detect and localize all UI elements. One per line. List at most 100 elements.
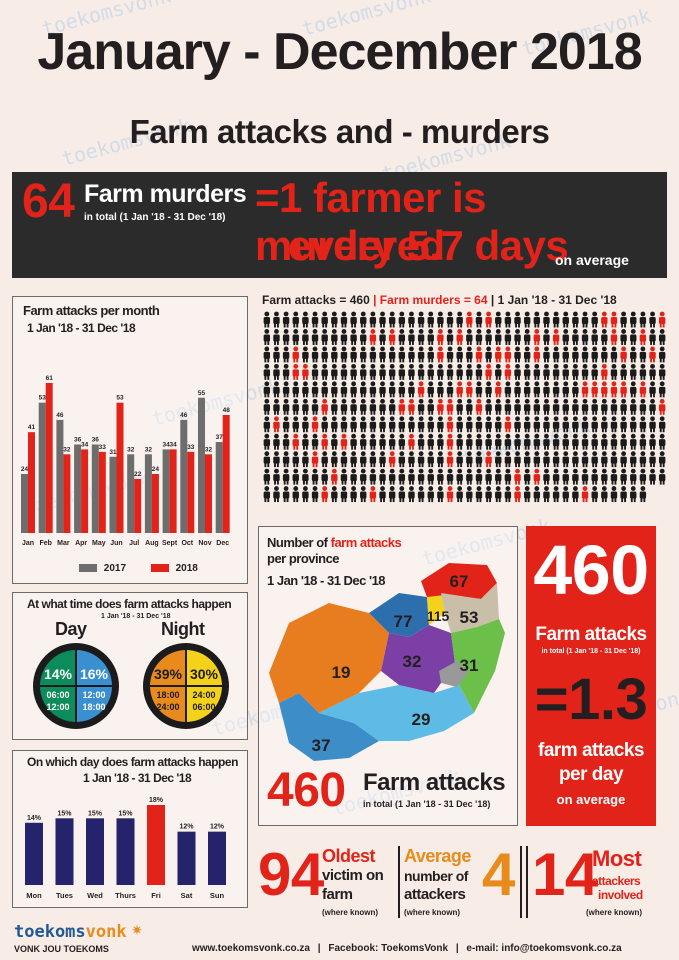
most-attackers-label-3: involved (598, 888, 643, 902)
pictogram-figure-attack (417, 451, 425, 468)
footer-website[interactable]: www.toekomsvonk.co.za (192, 943, 310, 954)
brand-spark-icon: ✷ (131, 922, 143, 938)
pictogram-figure-attack (321, 451, 328, 468)
day-pct-2: 16% (80, 666, 109, 682)
pictogram-figure-attack (263, 329, 271, 345)
pictogram-figure-attack (398, 329, 406, 345)
pictogram-figure-attack (504, 433, 512, 450)
pictogram-figure-attack (572, 451, 579, 468)
pictogram-figure-attack (437, 451, 444, 468)
pictogram-figure-murder (302, 363, 309, 380)
pictogram-figure-murder (485, 363, 492, 380)
pictogram-figure-attack (417, 468, 425, 485)
pictogram-figure-attack (495, 329, 502, 345)
pictogram-figure-attack (620, 329, 627, 345)
pictogram-figure-attack (523, 468, 531, 485)
weekday-bar-mon (25, 822, 43, 885)
oldest-victim-value: 94 (258, 841, 324, 908)
pictogram-figure-attack (514, 398, 521, 415)
pictogram-figure-attack (523, 416, 531, 433)
pictogram-figure-attack (562, 398, 569, 415)
pictogram-figure-attack (591, 468, 598, 485)
pictogram-figure-attack (437, 486, 444, 503)
pictogram-figure-attack (273, 381, 280, 398)
pictogram-figure-murder (417, 381, 425, 398)
pictogram-figure-attack (630, 468, 637, 485)
province-total-note: in total (1 Jan '18 - 31 Dec '18) (363, 799, 491, 809)
pictogram-figure-attack (398, 311, 406, 328)
pictogram-figure-attack (552, 398, 560, 415)
legend-swatch-2018 (150, 564, 169, 573)
bar-label-2018-sept: 34 (169, 441, 177, 448)
month-tick-jan: Jan (22, 540, 34, 547)
night-time-4: 06:00 (192, 702, 215, 712)
pictogram-figure-attack (620, 468, 627, 485)
pictogram-figure-murder (292, 363, 299, 380)
pictogram-figure-attack (610, 433, 618, 450)
footer-email[interactable]: e-mail: info@toekomsvonk.co.za (466, 943, 622, 954)
pictogram-figure-attack (360, 346, 367, 363)
weekday-tick-tues: Tues (56, 891, 73, 900)
pictogram-figure-attack (485, 416, 492, 433)
bar-label-2017-oct: 46 (180, 412, 188, 419)
pictogram-figure-murder (581, 381, 589, 398)
pictogram-figure-murder (466, 381, 473, 398)
pictogram-figure-attack (581, 346, 589, 363)
pictogram-figure-attack (302, 329, 309, 345)
province-eastern-cape (319, 685, 474, 741)
pictogram-figure-attack (572, 329, 579, 345)
pictogram-figure-attack (263, 346, 271, 363)
pictogram-figure-attack (282, 381, 290, 398)
pictogram-figure-attack (572, 346, 579, 363)
pictogram-figure-attack (446, 363, 454, 380)
bar-label-2018-mar: 32 (63, 446, 71, 453)
pictogram-figure-murder (437, 398, 444, 415)
pictogram-separator: | (373, 293, 380, 307)
pictogram-figure-murder (456, 381, 463, 398)
monthly-chart-title: Farm attacks per month (23, 303, 160, 318)
bar-label-2018-may: 33 (99, 444, 107, 451)
pictogram-figure-murder (514, 468, 521, 485)
pictogram-figure-attack (282, 329, 290, 345)
pictogram-figure-attack (302, 486, 309, 503)
pictogram-figure-attack (523, 329, 531, 345)
pictogram-figure-attack (427, 398, 434, 415)
pictogram-figure-attack (630, 311, 637, 328)
pictogram-figure-attack (649, 329, 656, 345)
pictogram-figure-attack (495, 398, 502, 415)
pictogram-figure-murder (340, 433, 348, 450)
pictogram-figure-attack (360, 433, 367, 450)
pictogram-figure-murder (321, 398, 328, 415)
bar-2018-mar (63, 454, 71, 533)
pictogram-figure-attack (292, 381, 299, 398)
pictogram-figure-attack (562, 486, 569, 503)
pictogram-figure-attack (311, 398, 319, 415)
brand-tagline-1: VONK (14, 944, 41, 954)
pictogram-figure-attack (514, 416, 521, 433)
weekday-bar-thurs (116, 818, 135, 885)
pictogram-figure-murder (292, 433, 299, 450)
pictogram-figure-attack (331, 451, 338, 468)
night-quadrant-2 (186, 650, 222, 686)
night-clock: 39% 30% 18:00 24:00 24:00 06:00 (143, 643, 229, 729)
footer-facebook[interactable]: Facebook: ToekomsVonk (328, 943, 449, 954)
pictogram-figure-attack (639, 433, 647, 450)
pictogram-figure-attack (321, 381, 328, 398)
pictogram-figure-attack (591, 451, 598, 468)
pictogram-figure-attack (388, 311, 396, 328)
weekday-bar-chart: 14% Mon 15% Tues 15% Wed 15% Thurs 18% Fri 12% Sat 1… (25, 797, 226, 900)
pictogram-figure-murder (649, 346, 656, 363)
pictogram-figure-attack (572, 433, 579, 450)
pictogram-figure-murder (639, 329, 647, 345)
day-time-4: 18:00 (82, 702, 105, 712)
bar-2017-jul (127, 454, 135, 533)
pictogram-figure-attack (273, 329, 280, 345)
pictogram-figure-murder (273, 416, 280, 433)
pictogram-figure-murder (437, 346, 444, 363)
footer-sep-1: | (317, 943, 321, 954)
pictogram-figure-attack (533, 363, 541, 380)
pictogram-figure-attack (456, 311, 463, 328)
bar-2017-sept (162, 449, 170, 533)
pictogram-figure-attack (475, 363, 483, 380)
pictogram-figure-attack (581, 416, 589, 433)
